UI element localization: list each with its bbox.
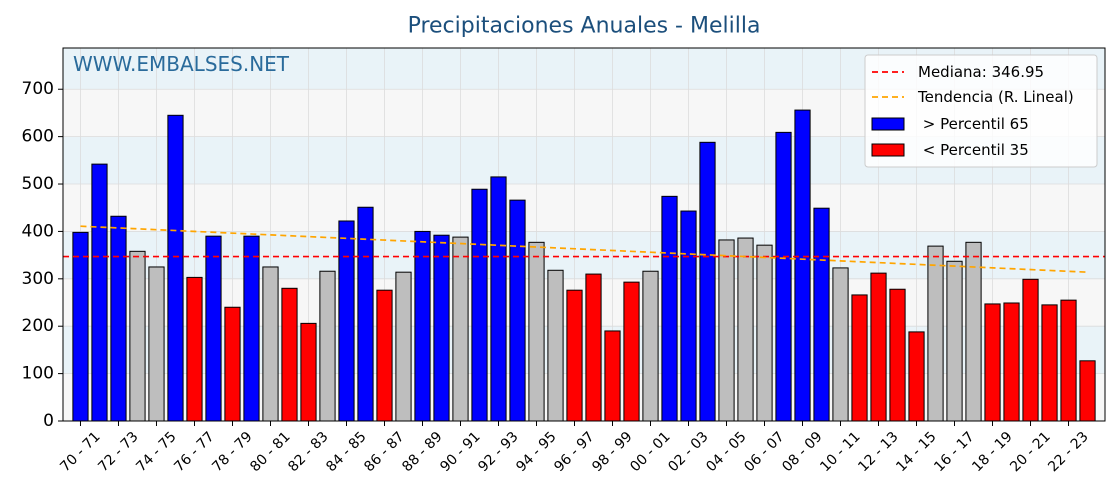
bar	[927, 245, 944, 422]
bar	[509, 199, 526, 422]
bar	[794, 109, 811, 422]
y-tick-label: 300	[22, 269, 54, 289]
bar	[623, 281, 640, 422]
bar	[642, 270, 659, 422]
background-band	[63, 184, 1105, 232]
bar	[699, 141, 716, 422]
trend-line	[80, 225, 1088, 274]
legend-patch-label: > Percentil 65	[918, 115, 1029, 133]
bar	[718, 239, 735, 422]
bar	[737, 237, 754, 422]
bar	[832, 267, 849, 422]
chart-title: Precipitaciones Anuales - Melilla	[408, 14, 761, 39]
bar	[870, 272, 887, 422]
y-axis: 0 100 200 300 400 500 600 700	[22, 79, 63, 431]
bar	[1060, 299, 1077, 422]
bar	[775, 131, 792, 422]
bar	[110, 215, 127, 422]
bar	[946, 260, 963, 422]
bar	[1079, 360, 1096, 422]
bar	[756, 244, 773, 422]
y-tick-label: 400	[22, 221, 54, 241]
bar	[471, 188, 488, 422]
bar	[1022, 278, 1039, 422]
bar	[205, 235, 222, 422]
y-tick-label: 100	[22, 364, 54, 384]
bar	[604, 330, 621, 422]
y-tick-label: 600	[22, 127, 54, 147]
legend-median-label: Mediana: 346.95	[918, 63, 1044, 81]
y-tick-label: 200	[22, 316, 54, 336]
bar	[433, 234, 450, 422]
bar	[91, 163, 108, 422]
bar	[243, 235, 260, 422]
legend-patch-swatch	[871, 117, 905, 131]
bar	[547, 269, 564, 422]
bar	[148, 266, 165, 422]
axes-frame	[62, 47, 1106, 422]
bar	[300, 322, 317, 422]
bar	[452, 236, 469, 422]
bar	[129, 250, 146, 422]
legend: Mediana: 346.95 Tendencia (R. Lineal) > P…	[864, 54, 1098, 168]
bars	[72, 109, 1096, 422]
y-tick-label: 0	[43, 411, 54, 431]
watermark: WWW.EMBALSES.NET	[73, 52, 290, 76]
bar	[585, 273, 602, 422]
bar	[376, 289, 393, 422]
bar	[395, 271, 412, 422]
bar	[167, 114, 184, 422]
bar	[490, 176, 507, 422]
bar	[1003, 302, 1020, 422]
bar	[680, 210, 697, 422]
bar	[908, 331, 925, 422]
legend-patch-label: < Percentil 35	[918, 141, 1029, 159]
bar	[965, 241, 982, 422]
y-tick-label: 700	[22, 79, 54, 99]
legend-patch-swatch	[871, 143, 905, 157]
bar	[813, 207, 830, 422]
bar	[186, 276, 203, 422]
bar	[281, 287, 298, 422]
bar	[414, 230, 431, 422]
bar	[566, 289, 583, 422]
bar	[851, 294, 868, 422]
bar	[338, 220, 355, 422]
bar	[1041, 304, 1058, 422]
bar	[262, 266, 279, 422]
legend-trend-label: Tendencia (R. Lineal)	[917, 88, 1074, 106]
bar	[661, 195, 678, 422]
bar	[224, 306, 241, 422]
legend-box	[864, 54, 1098, 168]
bar	[319, 270, 336, 422]
bar	[984, 303, 1001, 422]
bar	[528, 241, 545, 422]
y-tick-label: 500	[22, 174, 54, 194]
bar	[889, 288, 906, 422]
bar	[72, 231, 89, 422]
